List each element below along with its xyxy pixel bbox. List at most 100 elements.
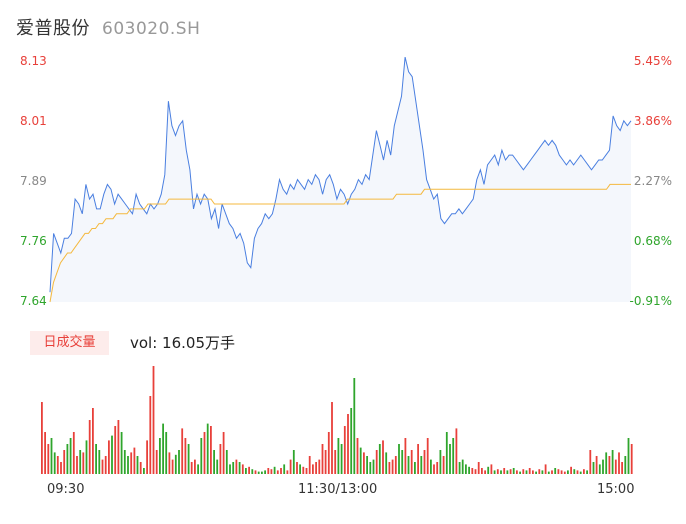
volume-bar	[114, 426, 117, 474]
y-tick-label-right: 0.68%	[633, 234, 672, 248]
volume-bar	[627, 438, 630, 474]
volume-bar	[347, 414, 349, 474]
volume-bar	[490, 464, 493, 474]
volume-bar	[436, 462, 439, 474]
volume-bar	[567, 470, 569, 474]
volume-bar	[410, 450, 413, 474]
volume-bar	[484, 470, 486, 474]
volume-bar	[458, 462, 461, 474]
average-price-line	[49, 183, 631, 303]
volume-bar	[181, 428, 184, 474]
volume-bar	[496, 469, 499, 474]
volume-bar	[452, 438, 455, 474]
price-area	[50, 57, 631, 302]
x-tick-label: 09:30	[47, 482, 85, 497]
volume-bar	[573, 469, 576, 474]
volume-bar	[538, 469, 541, 474]
volume-bar	[551, 470, 553, 474]
volume-bar	[117, 420, 120, 474]
volume-bar	[85, 440, 88, 474]
volume-bar	[98, 450, 101, 474]
price-line	[49, 56, 632, 293]
volume-bar	[595, 456, 598, 474]
volume-bar	[178, 450, 180, 474]
volume-bar	[120, 432, 123, 474]
volume-bar	[108, 440, 110, 474]
volume-bar	[194, 459, 196, 474]
volume-bar	[232, 462, 235, 474]
volume-bar	[579, 471, 582, 474]
volume-badge: 日成交量	[30, 331, 109, 355]
volume-bar	[321, 444, 324, 474]
volume-bar	[210, 426, 212, 474]
volume-bar	[111, 435, 113, 474]
volume-bar	[318, 459, 321, 474]
volume-bar	[586, 470, 588, 474]
volume-bar	[461, 459, 464, 474]
volume-bar	[139, 462, 142, 474]
volume-bar	[168, 452, 171, 474]
volume-bar	[308, 456, 311, 474]
volume-bar	[522, 469, 525, 474]
y-tick-label-right: 3.86%	[633, 114, 672, 128]
volume-bar	[235, 459, 238, 474]
volume-bar	[570, 466, 572, 474]
volume-bar	[382, 440, 384, 474]
volume-bar	[477, 462, 480, 474]
volume-bar	[350, 408, 353, 474]
volume-bar	[356, 438, 359, 474]
volume-bar	[60, 462, 62, 474]
volume-bar	[296, 462, 298, 474]
volume-bar	[541, 470, 544, 474]
volume-bar	[286, 470, 289, 474]
volume-bar	[270, 469, 273, 474]
volume-bar	[363, 452, 365, 474]
volume-bar	[359, 447, 362, 474]
volume-bar	[225, 450, 228, 474]
volume-bar	[267, 468, 270, 474]
volume-bar	[133, 447, 136, 474]
volume-bar	[76, 456, 78, 474]
volume-bar	[391, 459, 394, 474]
volume-bar	[343, 426, 346, 474]
volume-bar	[455, 428, 458, 474]
volume-bar	[184, 438, 187, 474]
volume-bar	[197, 464, 199, 474]
volume-bar	[190, 462, 193, 474]
x-tick-label: 11:30/13:00	[298, 482, 378, 497]
y-tick-label-right: 2.27%	[633, 174, 672, 188]
volume-bar	[206, 423, 209, 474]
volume-bar	[554, 468, 557, 474]
volume-bar	[592, 462, 595, 474]
volume-bar	[589, 450, 592, 474]
volume-bar	[315, 462, 317, 474]
volume-bar	[312, 464, 314, 474]
volume-bar	[171, 459, 174, 474]
y-tick-label-left: 8.01	[20, 114, 47, 128]
volume-bar	[519, 471, 521, 474]
volume-bar	[79, 450, 82, 474]
volume-bar	[47, 444, 50, 474]
volume-bar	[474, 469, 477, 474]
volume-bar	[127, 456, 129, 474]
volume-bar	[299, 464, 301, 474]
volume-bar	[560, 470, 563, 474]
volume-bar	[251, 469, 254, 474]
volume-bar	[92, 408, 94, 474]
volume-bar	[95, 444, 97, 474]
volume-bar	[324, 450, 327, 474]
volume-bar	[241, 464, 244, 474]
volume-bar	[378, 444, 381, 474]
volume-bar	[229, 464, 231, 474]
volume-bar	[618, 452, 620, 474]
volume-bar	[50, 438, 53, 474]
volume-bar	[621, 462, 623, 474]
volume-bar	[563, 471, 566, 474]
volume-bar	[155, 450, 158, 474]
volume-bar	[576, 470, 579, 474]
volume-bar	[162, 423, 164, 474]
volume-bar	[430, 459, 432, 474]
volume-bar	[123, 450, 126, 474]
volume-bar	[394, 456, 397, 474]
